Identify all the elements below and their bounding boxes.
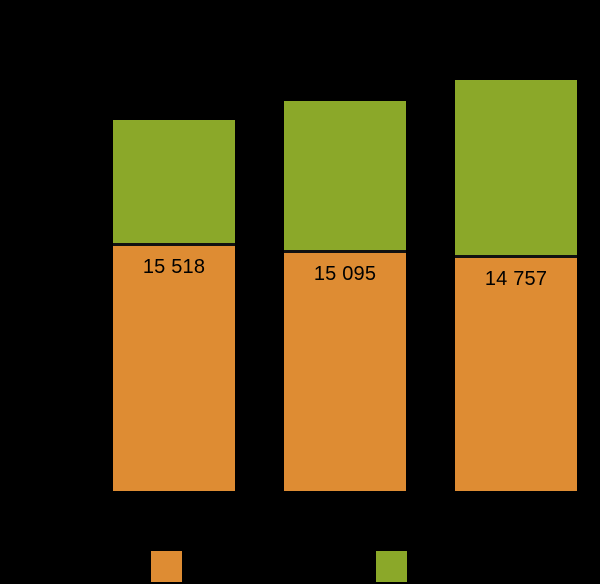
segment-separator-line — [113, 243, 235, 246]
segment-separator-line — [284, 250, 406, 253]
bar-group: 15 518 — [113, 0, 235, 491]
bar-group: 15 095 — [284, 0, 406, 491]
bar-segment-orange — [455, 258, 577, 491]
bar-segment-green — [113, 120, 235, 243]
bar-group: 14 757 — [455, 0, 577, 491]
bar-value-label: 14 757 — [484, 268, 548, 290]
bar-value-label: 15 518 — [142, 256, 206, 278]
bar-value-label: 15 095 — [313, 263, 377, 285]
bar-segment-orange — [113, 246, 235, 491]
bar-segment-orange — [284, 253, 406, 491]
bar-segment-green — [455, 80, 577, 255]
segment-separator-line — [455, 255, 577, 258]
bar-segment-green — [284, 101, 406, 250]
